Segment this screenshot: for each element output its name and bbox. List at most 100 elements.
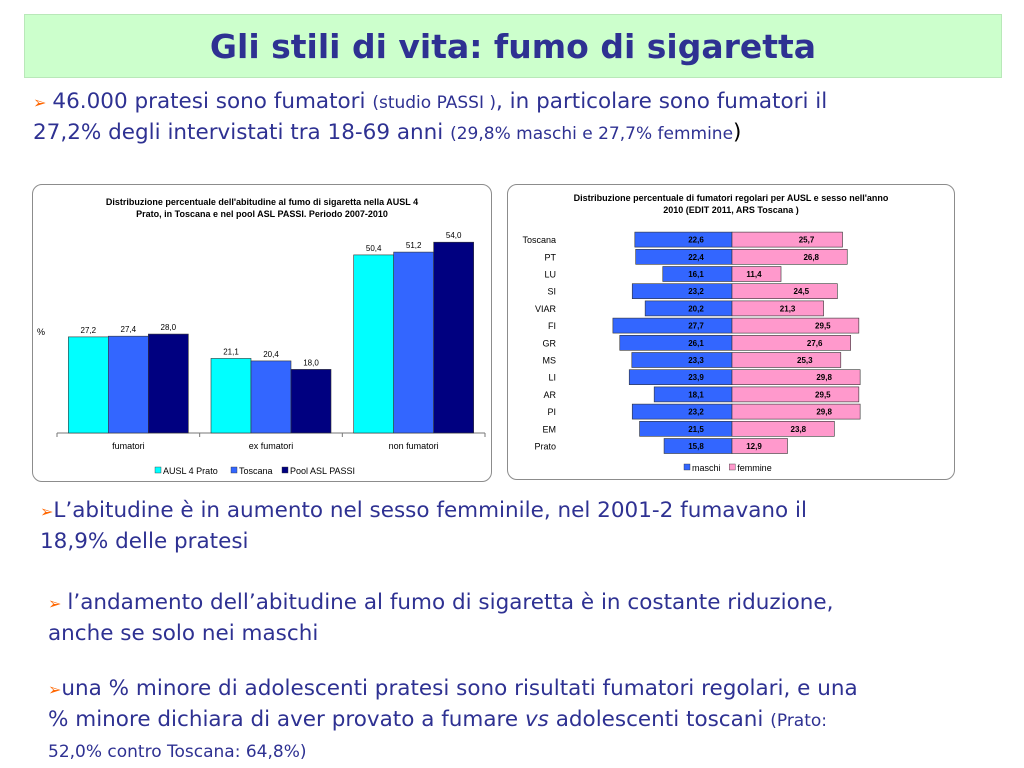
x-tick-label: fumatori (112, 441, 145, 451)
category-label: VIAR (535, 304, 557, 314)
y-axis-label: % (37, 327, 45, 337)
bullet-4-detail: (Prato: (770, 711, 828, 731)
category-label: FI (548, 321, 556, 331)
legend-label: maschi (692, 463, 721, 473)
bar (393, 251, 434, 434)
bar-value-label: 29,8 (816, 408, 832, 417)
legend-label: Pool ASL PASSI (290, 466, 355, 476)
bar-femmine (731, 352, 842, 368)
bar-femmine (731, 335, 851, 351)
bullet-arrow-icon: ➢ (48, 680, 62, 699)
bar (210, 358, 252, 434)
bullet-1-source: (studio PASSI ) (372, 93, 497, 113)
bullet-3: ➢ l’andamento dell’abitudine al fumo di s… (48, 588, 1008, 649)
bar-value-label: 26,8 (803, 253, 819, 262)
bullet-arrow-icon: ➢ (40, 502, 54, 521)
bar-value-label: 23,8 (791, 425, 807, 434)
category-label: GR (543, 338, 557, 348)
category-label: LU (544, 270, 556, 280)
chart-smoking-habits: Distribuzione percentuale dell'abitudine… (32, 184, 492, 482)
category-label: MS (543, 356, 557, 366)
bar-maschi (619, 335, 733, 351)
category-label: SI (547, 287, 556, 297)
bar-femmine (731, 421, 835, 437)
bar-value-label: 27,7 (688, 322, 704, 331)
chart-title: Distribuzione percentuale dell'abitudine… (106, 197, 418, 207)
bullet-2-line-1: L’abitudine è in aumento nel sesso femmi… (53, 498, 807, 523)
legend-swatch (728, 463, 736, 471)
bar-value-label: 23,9 (688, 373, 704, 382)
bullet-1-text-b: , in particolare sono fumatori il (496, 89, 828, 114)
category-label: PT (544, 252, 556, 262)
legend-label: AUSL 4 Prato (163, 466, 218, 476)
bar-value-label: 22,4 (688, 253, 704, 262)
bar-maschi (639, 421, 733, 437)
bullet-1-detail: (29,8% maschi e 27,7% femmine (450, 124, 734, 144)
category-label: PI (547, 407, 556, 417)
bar-femmine (731, 283, 838, 299)
chart-smokers-by-ausl-svg: Distribuzione percentuale di fumatori re… (522, 193, 888, 473)
bullet-1: ➢ 46.000 pratesi sono fumatori (studio PA… (33, 87, 1013, 149)
bar-value-label: 51,2 (406, 241, 422, 250)
bar-value-label: 29,5 (815, 322, 831, 331)
bullet-2: ➢L’abitudine è in aumento nel sesso femm… (40, 496, 1000, 557)
bar-value-label: 16,1 (688, 270, 704, 279)
bullet-1-text-a: 46.000 pratesi sono fumatori (52, 89, 373, 114)
bullet-3-line-1: l’andamento dell’abitudine al fumo di si… (67, 590, 834, 615)
chart-smokers-by-ausl: Distribuzione percentuale di fumatori re… (507, 184, 955, 480)
category-label: Toscana (522, 235, 556, 245)
bar-femmine (731, 317, 860, 334)
bullet-arrow-icon: ➢ (48, 594, 62, 613)
bar-femmine (731, 231, 843, 248)
bar-femmine (731, 403, 861, 420)
bar-femmine (731, 386, 860, 403)
bar-value-label: 25,7 (799, 236, 815, 245)
bullet-arrow-icon: ➢ (33, 93, 47, 112)
bar-value-label: 27,6 (807, 339, 823, 348)
bullet-4-line-1: una % minore di adolescenti pratesi sono… (61, 676, 858, 701)
category-label: EM (543, 424, 557, 434)
bar-value-label: 15,8 (688, 442, 704, 451)
bullet-4-vs: vs (524, 707, 549, 732)
bar-femmine (731, 266, 782, 282)
bar (353, 254, 394, 434)
bar-value-label: 28,0 (161, 323, 177, 332)
bullet-1-text-c: 27,2% degli intervistati tra 18-69 anni (33, 120, 451, 145)
bar-value-label: 54,0 (446, 231, 462, 240)
chart-smoking-habits-svg: Distribuzione percentuale dell'abitudine… (37, 197, 486, 476)
bar-value-label: 50,4 (366, 244, 382, 253)
bar-value-label: 21,3 (780, 304, 796, 313)
bar-femmine (731, 438, 788, 454)
bar-maschi (628, 369, 733, 385)
legend-swatch (281, 466, 289, 474)
bullet-1-close: ) (733, 120, 742, 145)
bar-maschi (635, 249, 733, 265)
legend-swatch (154, 466, 162, 474)
legend-swatch (230, 466, 238, 474)
bar-maschi (631, 403, 733, 420)
page-title: Gli stili di vita: fumo di sigaretta (209, 26, 817, 66)
legend-swatch (683, 463, 691, 471)
bar (148, 333, 189, 434)
legend-label: Toscana (239, 466, 273, 476)
bar-value-label: 11,4 (746, 270, 762, 279)
bar-value-label: 18,0 (303, 358, 319, 367)
bar-value-label: 29,5 (815, 390, 831, 399)
bullet-2-line-2: 18,9% delle pratesi (40, 529, 249, 554)
bar-value-label: 23,3 (688, 356, 704, 365)
bar-value-label: 12,9 (746, 442, 762, 451)
bullet-4-text-a: % minore dichiara di aver provato a fuma… (48, 707, 525, 732)
bar-maschi (612, 317, 733, 334)
bar-value-label: 20,2 (688, 304, 704, 313)
bar-value-label: 21,5 (688, 425, 704, 434)
bar (68, 336, 109, 434)
bullet-4: ➢una % minore di adolescenti pratesi son… (48, 674, 1013, 767)
bar-value-label: 26,1 (688, 339, 704, 348)
bar-value-label: 21,1 (223, 347, 239, 356)
legend-label: femmine (737, 463, 772, 473)
category-label: LI (548, 373, 556, 383)
bar-value-label: 22,6 (688, 236, 704, 245)
bar-maschi (634, 231, 733, 248)
x-tick-label: non fumatori (389, 441, 439, 451)
x-tick-label: ex fumatori (249, 441, 294, 451)
